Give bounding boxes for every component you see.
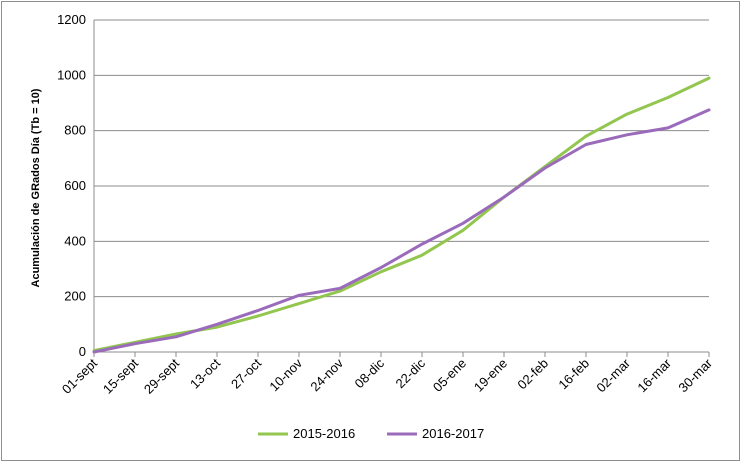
y-axis-tick-labels: 0 200 400 600 800 1000 1200	[57, 12, 86, 359]
legend-item: 2015-2016	[258, 426, 355, 441]
axes	[93, 20, 710, 357]
y-axis-label: Acumulación de GRados Día (Tb = 10)	[30, 88, 42, 287]
legend: 2015-2016 2016-2017	[258, 426, 484, 441]
y-tick-label: 400	[64, 233, 86, 248]
x-tick-label: 01-sept	[59, 355, 101, 397]
x-tick-label: 16-mar	[634, 355, 674, 395]
x-tick-label: 15-sept	[100, 355, 142, 397]
series-line-2016-2017	[92, 108, 711, 354]
x-tick-label: 10-nov	[266, 355, 305, 394]
x-tick-label: 27-oct	[228, 355, 264, 391]
y-tick-label: 800	[64, 123, 86, 138]
y-tick-label: 200	[64, 289, 86, 304]
x-tick-label: 29-sept	[141, 355, 183, 397]
y-tick-label: 1000	[57, 67, 86, 82]
legend-item: 2016-2017	[387, 426, 484, 441]
line-chart: 0 200 400 600 800 1000 1200 01-sept 15-sept 29-s…	[30, 12, 716, 441]
legend-label: 2015-2016	[293, 426, 355, 441]
x-tick-label: 24-nov	[307, 355, 346, 394]
x-tick-label: 16-feb	[555, 356, 592, 393]
series-lines	[92, 76, 711, 354]
gridlines	[94, 19, 709, 298]
x-tick-label: 13-oct	[187, 355, 223, 391]
x-axis-tick-labels: 01-sept 15-sept 29-sept 13-oct 27-oct 10-nov 2…	[59, 355, 716, 397]
x-tick-label: 19-ene	[471, 356, 510, 395]
legend-label: 2016-2017	[422, 426, 484, 441]
x-tick-label: 08-dic	[351, 355, 387, 391]
x-tick-label: 30-mar	[675, 355, 715, 395]
series-line-2015-2016	[92, 76, 711, 353]
x-tick-label: 02-feb	[514, 356, 551, 393]
y-tick-label: 0	[79, 344, 86, 359]
x-tick-label: 02-mar	[593, 355, 633, 395]
x-tick-label: 05-ene	[430, 356, 469, 395]
y-tick-label: 600	[64, 178, 86, 193]
x-tick-label: 22-dic	[392, 355, 428, 391]
y-tick-label: 1200	[57, 12, 86, 27]
